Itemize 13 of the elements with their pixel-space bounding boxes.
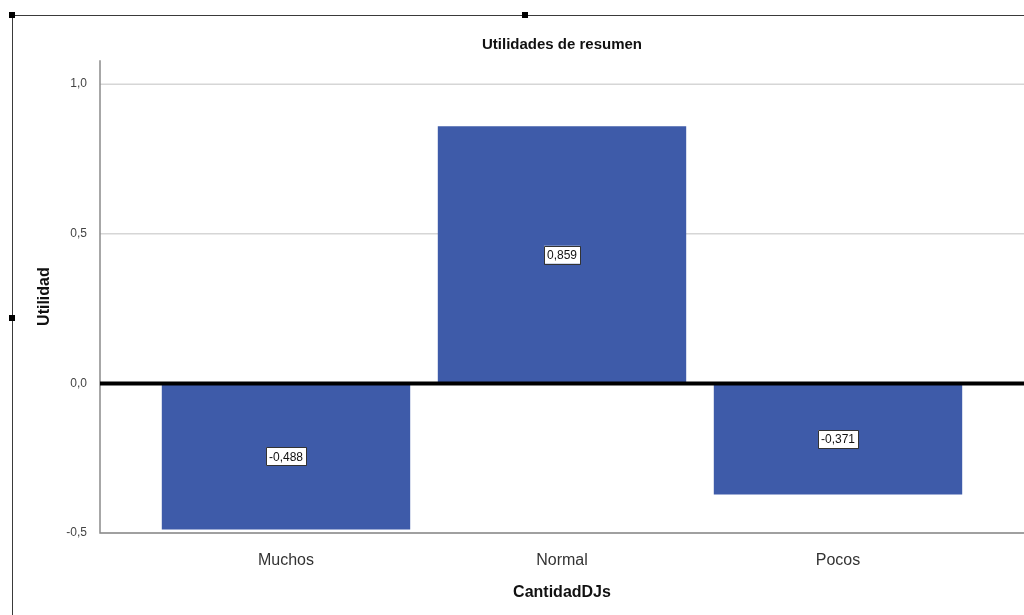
x-tick-label: Muchos	[257, 551, 315, 569]
chart-title: Utilidades de resumen	[481, 35, 643, 53]
y-tick-label: 1,0	[70, 76, 88, 91]
y-tick-label: -0,5	[66, 525, 88, 540]
data-label: -0,488	[268, 449, 304, 464]
y-tick-label: 0,5	[70, 226, 88, 241]
data-label: -0,371	[820, 432, 856, 447]
data-label: 0,859	[546, 248, 578, 263]
x-tick-label: Normal	[536, 551, 588, 569]
y-tick-label: 0,0	[70, 375, 88, 390]
x-axis-title: CantidadDJs	[513, 582, 611, 600]
y-axis-title: Utilidad	[35, 267, 53, 326]
x-tick-label: Pocos	[815, 551, 861, 569]
